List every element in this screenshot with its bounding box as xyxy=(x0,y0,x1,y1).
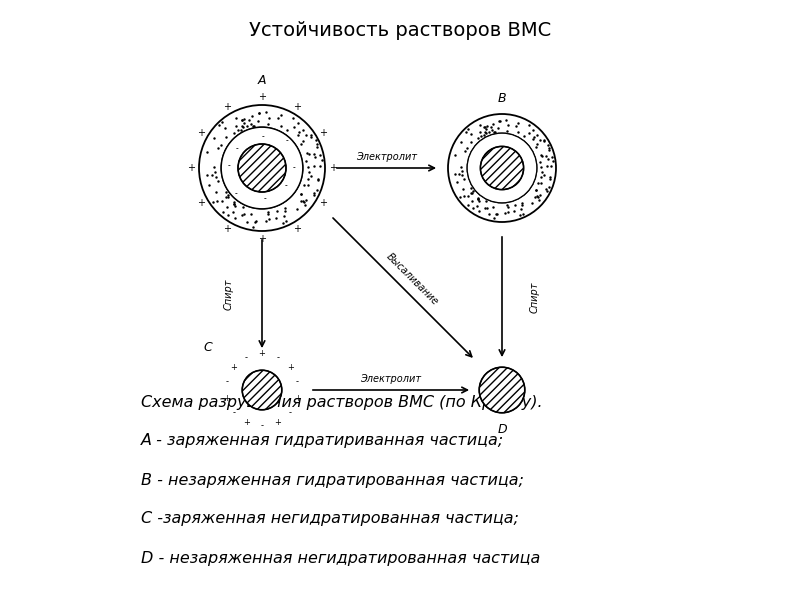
Circle shape xyxy=(221,127,302,209)
Text: А - заряженная гидратириванная частица;: А - заряженная гидратириванная частица; xyxy=(141,433,504,449)
Text: Электролит: Электролит xyxy=(361,374,422,384)
Text: +: + xyxy=(243,418,250,427)
Text: +: + xyxy=(258,349,266,359)
Text: -: - xyxy=(293,163,295,172)
Text: +: + xyxy=(294,101,302,112)
Circle shape xyxy=(467,133,537,203)
Text: +: + xyxy=(258,92,266,102)
Text: +: + xyxy=(230,363,238,372)
Text: -: - xyxy=(276,353,279,362)
Text: -: - xyxy=(235,144,238,153)
Text: +: + xyxy=(197,199,205,208)
Text: В: В xyxy=(498,92,506,105)
Text: Электролит: Электролит xyxy=(356,152,418,162)
Text: +: + xyxy=(274,418,281,427)
Text: D: D xyxy=(497,423,507,436)
Text: -: - xyxy=(295,377,298,386)
Circle shape xyxy=(242,370,282,410)
Text: +: + xyxy=(286,363,294,372)
Text: -: - xyxy=(245,353,248,362)
Text: Спирт: Спирт xyxy=(530,281,540,313)
Text: +: + xyxy=(319,128,327,137)
Text: +: + xyxy=(319,199,327,208)
Text: -: - xyxy=(261,421,263,431)
Text: +: + xyxy=(197,128,205,137)
Circle shape xyxy=(199,105,325,231)
Text: -: - xyxy=(232,408,235,417)
Circle shape xyxy=(448,114,556,222)
Text: -: - xyxy=(285,181,287,190)
Text: +: + xyxy=(294,394,301,403)
Circle shape xyxy=(480,146,524,190)
Text: -: - xyxy=(285,136,288,145)
Text: С -заряженная негидратированная частица;: С -заряженная негидратированная частица; xyxy=(141,511,518,527)
Text: +: + xyxy=(258,234,266,244)
Text: -: - xyxy=(226,377,229,386)
Text: +: + xyxy=(222,101,230,112)
Text: Схема разрушения растворов ВМС (по Кройту).: Схема разрушения растворов ВМС (по Кройт… xyxy=(141,395,542,409)
Text: +: + xyxy=(222,224,230,235)
Text: В - незаряженная гидратированная частица;: В - незаряженная гидратированная частица… xyxy=(141,473,524,487)
Circle shape xyxy=(479,367,525,413)
Text: А: А xyxy=(258,74,266,87)
Text: -: - xyxy=(264,194,266,203)
Text: +: + xyxy=(187,163,195,173)
Text: Спирт: Спирт xyxy=(224,278,234,310)
Text: Устойчивость растворов ВМС: Устойчивость растворов ВМС xyxy=(249,20,551,40)
Circle shape xyxy=(221,127,302,209)
Text: -: - xyxy=(262,132,264,141)
Text: +: + xyxy=(329,163,337,173)
Text: Высаливание: Высаливание xyxy=(384,251,440,307)
Text: D - незаряженная негидратированная частица: D - незаряженная негидратированная части… xyxy=(141,551,540,565)
Circle shape xyxy=(238,144,286,192)
Text: +: + xyxy=(223,394,230,403)
Text: -: - xyxy=(234,189,237,198)
Text: -: - xyxy=(228,161,230,170)
Text: +: + xyxy=(294,224,302,235)
Circle shape xyxy=(467,133,537,203)
Text: -: - xyxy=(289,408,292,417)
Text: С: С xyxy=(204,341,212,354)
